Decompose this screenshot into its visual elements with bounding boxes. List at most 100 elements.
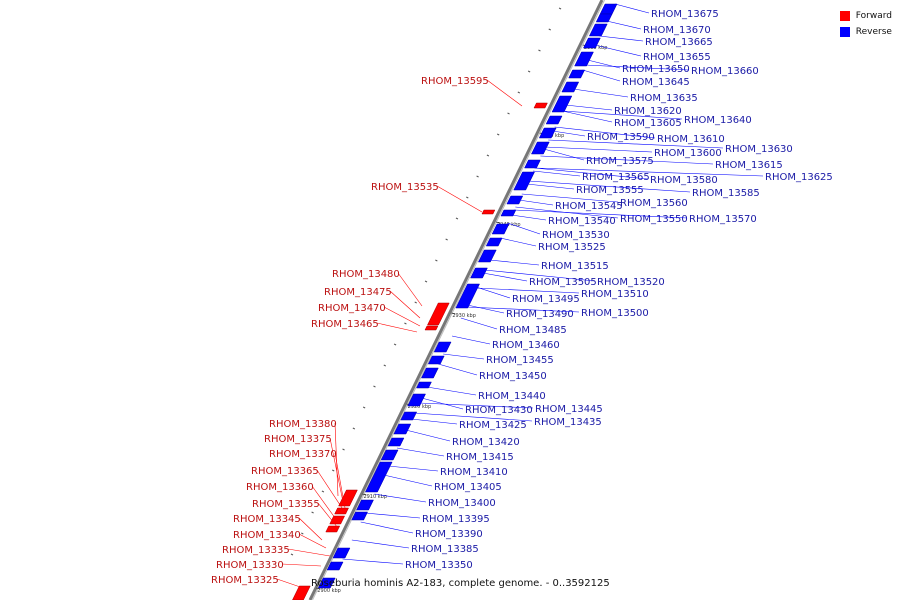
forward-gene-label: RHOM_13375 <box>264 434 332 445</box>
reverse-gene-label: RHOM_13580 <box>650 175 718 186</box>
reverse-gene-connector <box>599 35 644 42</box>
reverse-gene-label: RHOM_13510 <box>581 289 649 300</box>
reverse-gene-block <box>524 159 541 169</box>
track-tick <box>414 301 417 304</box>
reverse-gene-connector <box>585 64 690 71</box>
reverse-gene-connector <box>606 20 642 30</box>
reverse-gene-label: RHOM_13620 <box>614 106 682 117</box>
reverse-gene-connector <box>374 493 427 503</box>
track-tick <box>321 490 325 493</box>
reverse-gene-block <box>455 283 480 309</box>
legend: Forward Reverse <box>839 8 892 40</box>
forward-gene-block <box>292 585 311 600</box>
reverse-gene-label: RHOM_13385 <box>411 544 479 555</box>
reverse-gene-block <box>421 367 439 379</box>
reverse-gene-label: RHOM_13670 <box>643 25 711 36</box>
reverse-gene-label: RHOM_13525 <box>538 242 606 253</box>
reverse-gene-label: RHOM_13635 <box>630 93 698 104</box>
reverse-gene-label: RHOM_13575 <box>586 156 654 167</box>
reverse-gene-connector <box>565 104 613 111</box>
reverse-gene-connector <box>511 214 547 221</box>
reverse-gene-label: RHOM_13520 <box>597 277 665 288</box>
forward-gene-connector <box>317 502 339 529</box>
reverse-gene-connector <box>388 465 439 472</box>
forward-gene-label: RHOM_13535 <box>371 182 439 193</box>
reverse-gene-connector <box>518 199 554 206</box>
reverse-gene-label: RHOM_13540 <box>548 216 616 227</box>
scale-tick-label: 2920 kbp <box>408 404 432 410</box>
reverse-gene-block <box>485 237 503 247</box>
reverse-gene-label: RHOM_13425 <box>459 420 527 431</box>
reverse-gene-label: RHOM_13430 <box>465 405 533 416</box>
reverse-gene-block <box>568 69 586 79</box>
track-tick <box>455 217 459 220</box>
reverse-gene-label: RHOM_13505 <box>529 277 597 288</box>
forward-gene-label: RHOM_13365 <box>251 466 319 477</box>
reverse-gene-connector <box>467 304 505 314</box>
reverse-gene-label: RHOM_13410 <box>440 467 508 478</box>
track-tick <box>301 532 304 535</box>
reverse-gene-label: RHOM_13605 <box>614 118 682 129</box>
reverse-gene-block <box>595 13 613 23</box>
reverse-gene-connector <box>414 412 533 422</box>
reverse-gene-label: RHOM_13400 <box>428 498 496 509</box>
reverse-gene-label: RHOM_13675 <box>651 9 719 20</box>
reverse-gene-label: RHOM_13585 <box>692 188 760 199</box>
reverse-gene-connector <box>500 237 537 247</box>
reverse-gene-block <box>551 95 573 113</box>
reverse-gene-label: RHOM_13570 <box>689 214 757 225</box>
reverse-gene-label: RHOM_13455 <box>486 355 554 366</box>
track-tick <box>290 553 294 556</box>
track-tick <box>342 448 345 451</box>
scale-tick-label: 2900 kbp <box>317 588 341 594</box>
reverse-gene-connector <box>489 259 540 266</box>
reverse-gene-connector <box>587 59 621 69</box>
reverse-gene-label: RHOM_13545 <box>555 201 623 212</box>
track-tick <box>332 469 335 472</box>
reverse-gene-block <box>574 51 594 67</box>
track-tick <box>527 70 531 73</box>
reverse-gene-connector <box>573 88 629 98</box>
reverse-gene-block <box>351 511 369 521</box>
reverse-gene-label: RHOM_13630 <box>725 144 793 155</box>
forward-gene-label: RHOM_13345 <box>233 514 301 525</box>
reverse-gene-label: RHOM_13405 <box>434 482 502 493</box>
reverse-gene-label: RHOM_13460 <box>492 340 560 351</box>
track-tick <box>558 7 562 10</box>
track-tick <box>466 196 469 199</box>
reverse-gene-connector <box>351 539 410 549</box>
reverse-gene-connector <box>513 209 688 219</box>
reverse-gene-label: RHOM_13550 <box>620 214 688 225</box>
forward-gene-block <box>533 102 548 109</box>
legend-reverse: Reverse <box>839 24 892 40</box>
track-tick <box>311 511 314 514</box>
forward-gene-connector <box>276 578 307 590</box>
forward-gene-connector <box>486 79 523 107</box>
reverse-gene-connector <box>562 110 613 123</box>
forward-gene-block <box>334 507 349 515</box>
reverse-gene-connector <box>475 287 580 294</box>
scale-tick-label: 2930 kbp <box>452 313 476 319</box>
track-tick <box>445 238 448 241</box>
reverse-gene-block <box>387 437 405 447</box>
reverse-gene-connector <box>534 167 649 180</box>
reverse-gene-label: RHOM_13560 <box>620 198 688 209</box>
reverse-gene-label: RHOM_13640 <box>684 115 752 126</box>
reverse-gene-block <box>400 411 418 421</box>
reverse-gene-block <box>317 577 336 589</box>
forward-gene-connector <box>316 469 347 515</box>
reverse-gene-label: RHOM_13515 <box>541 261 609 272</box>
reverse-gene-label: RHOM_13565 <box>582 172 650 183</box>
reverse-gene-connector <box>460 317 498 330</box>
reverse-gene-block <box>356 499 374 511</box>
reverse-gene-block <box>380 449 399 461</box>
track-tick <box>404 322 407 325</box>
reverse-gene-connector <box>419 402 534 409</box>
forward-gene-connector <box>281 563 322 567</box>
forward-gene-connector <box>389 290 421 319</box>
reverse-gene-block <box>599 3 618 15</box>
reverse-gene-label: RHOM_13645 <box>622 77 690 88</box>
forward-gene-connector <box>397 272 423 307</box>
forward-gene-label: RHOM_13335 <box>222 545 290 556</box>
reverse-swatch <box>839 27 850 37</box>
